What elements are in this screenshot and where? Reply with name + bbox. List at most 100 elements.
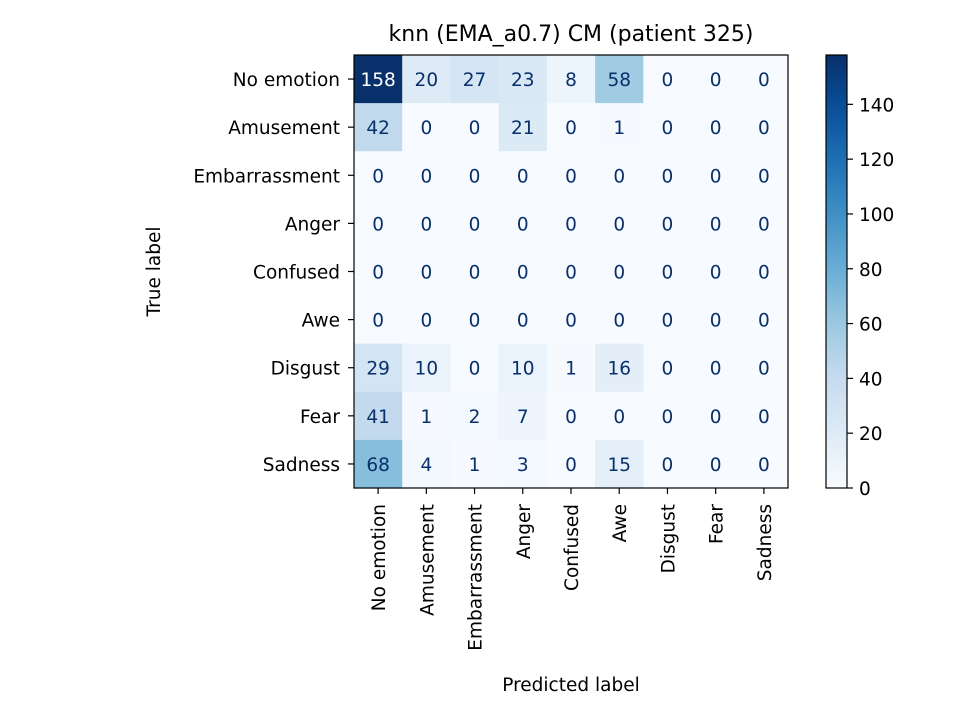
- cell-value-label: 0: [372, 311, 384, 332]
- cell-value-label: 0: [710, 118, 722, 139]
- x-tick-label: Sadness: [755, 504, 776, 581]
- heatmap-cell: [546, 391, 596, 441]
- y-axis-ticks: No emotion Amusement Embarrassment Anger Con…: [193, 70, 354, 476]
- cell-value-label: 2: [469, 407, 481, 428]
- cell-value-label: 0: [517, 166, 529, 187]
- y-tick-label: Confused: [253, 263, 340, 284]
- colorbar-tick-label: 20: [859, 424, 883, 445]
- heatmap-cell: [546, 343, 596, 393]
- heatmap-cell: [595, 391, 644, 441]
- heatmap-cell: [354, 55, 403, 104]
- heatmap-cell: [691, 391, 741, 441]
- y-tick-label: Sadness: [263, 455, 340, 476]
- cell-value-label: 3: [517, 455, 529, 476]
- colorbar-tick-label: 80: [859, 260, 883, 281]
- cell-value-label: 0: [469, 311, 481, 332]
- cell-value-label: 0: [758, 214, 770, 235]
- cell-value-label: 7: [517, 407, 529, 428]
- y-axis-label: True label: [144, 227, 165, 318]
- cell-value-label: 8: [565, 70, 577, 91]
- cell-value-label: 41: [366, 407, 390, 428]
- heatmap-cell: [450, 247, 500, 297]
- x-tick-label: Amusement: [417, 504, 438, 616]
- heatmap-cell: [498, 391, 548, 441]
- cell-value-label: 15: [607, 455, 631, 476]
- y-tick-label: No emotion: [233, 70, 340, 91]
- heatmap-cell: [354, 295, 403, 345]
- heatmap-cell: [546, 55, 596, 104]
- cell-value-label: 0: [420, 263, 432, 284]
- cell-value-label: 0: [710, 214, 722, 235]
- heatmap-cell: [643, 247, 693, 297]
- cell-value-label: 0: [662, 118, 674, 139]
- cell-value-label: 0: [662, 263, 674, 284]
- cell-value-label: 1: [420, 407, 432, 428]
- colorbar-tick-label: 100: [859, 205, 894, 226]
- colorbar-tick-label: 40: [859, 369, 883, 390]
- heatmap-cell: [739, 247, 789, 297]
- heatmap-cell: [450, 439, 500, 489]
- x-axis-ticks: No emotion Amusement Embarrassment Anger Con…: [369, 488, 776, 651]
- heatmap-cell: [354, 439, 403, 489]
- heatmap-cell: [643, 343, 693, 393]
- y-tick-label: Disgust: [271, 359, 340, 380]
- heatmap-cell: [643, 391, 693, 441]
- cell-value-label: 0: [565, 455, 577, 476]
- cell-value-label: 1: [469, 455, 481, 476]
- cell-value-label: 0: [469, 359, 481, 380]
- heatmap-cells: [354, 55, 789, 489]
- cell-value-label: 16: [607, 359, 631, 380]
- heatmap-cell: [643, 55, 693, 104]
- heatmap-cell: [546, 199, 596, 249]
- heatmap-cell: [595, 103, 644, 152]
- cell-value-label: 0: [613, 263, 625, 284]
- heatmap-cell: [546, 103, 596, 152]
- colorbar-tick-label: 0: [859, 479, 871, 500]
- cell-value-label: 4: [420, 455, 432, 476]
- heatmap-cell: [498, 247, 548, 297]
- colorbar: [825, 54, 848, 489]
- cell-value-label: 0: [662, 359, 674, 380]
- cell-value-label: 0: [469, 214, 481, 235]
- colorbar-tick-label: 60: [859, 315, 883, 336]
- cell-value-label: 0: [710, 311, 722, 332]
- heatmap-cell: [402, 55, 452, 104]
- heatmap-cell: [691, 199, 741, 249]
- cell-value-label: 0: [758, 359, 770, 380]
- y-tick-label: Awe: [302, 311, 340, 332]
- heatmap-cell: [498, 103, 548, 152]
- heatmap-cell: [739, 295, 789, 345]
- heatmap-cell: [643, 199, 693, 249]
- cell-value-label: 0: [565, 263, 577, 284]
- cell-value-label: 0: [565, 214, 577, 235]
- cell-value-label: 158: [360, 70, 395, 91]
- heatmap-cell: [739, 391, 789, 441]
- heatmap-cell: [402, 151, 452, 200]
- cell-value-label: 0: [469, 118, 481, 139]
- heatmap-cell: [595, 439, 644, 489]
- x-tick-label: Fear: [707, 504, 728, 544]
- heatmap-cell: [402, 295, 452, 345]
- cell-value-label: 0: [420, 311, 432, 332]
- heatmap-cell: [595, 343, 644, 393]
- heatmap-cell: [691, 295, 741, 345]
- cell-value-label: 0: [710, 359, 722, 380]
- heatmap-cell: [450, 103, 500, 152]
- x-tick-label: Embarrassment: [466, 504, 487, 651]
- heatmap-cell: [498, 295, 548, 345]
- x-tick-label: No emotion: [369, 504, 390, 611]
- heatmap-cell: [450, 151, 500, 200]
- heatmap-cell: [450, 343, 500, 393]
- heatmap-cell: [739, 343, 789, 393]
- heatmap-cell: [354, 199, 403, 249]
- cell-value-label: 0: [758, 311, 770, 332]
- cell-value-label: 0: [517, 214, 529, 235]
- cell-value-label: 0: [420, 166, 432, 187]
- cell-value-label: 23: [511, 70, 535, 91]
- cell-value-label: 0: [758, 70, 770, 91]
- cell-value-label: 0: [565, 118, 577, 139]
- colorbar-tick-label: 140: [859, 95, 894, 116]
- colorbar-tick-label: 120: [859, 150, 894, 171]
- cell-value-label: 42: [366, 118, 390, 139]
